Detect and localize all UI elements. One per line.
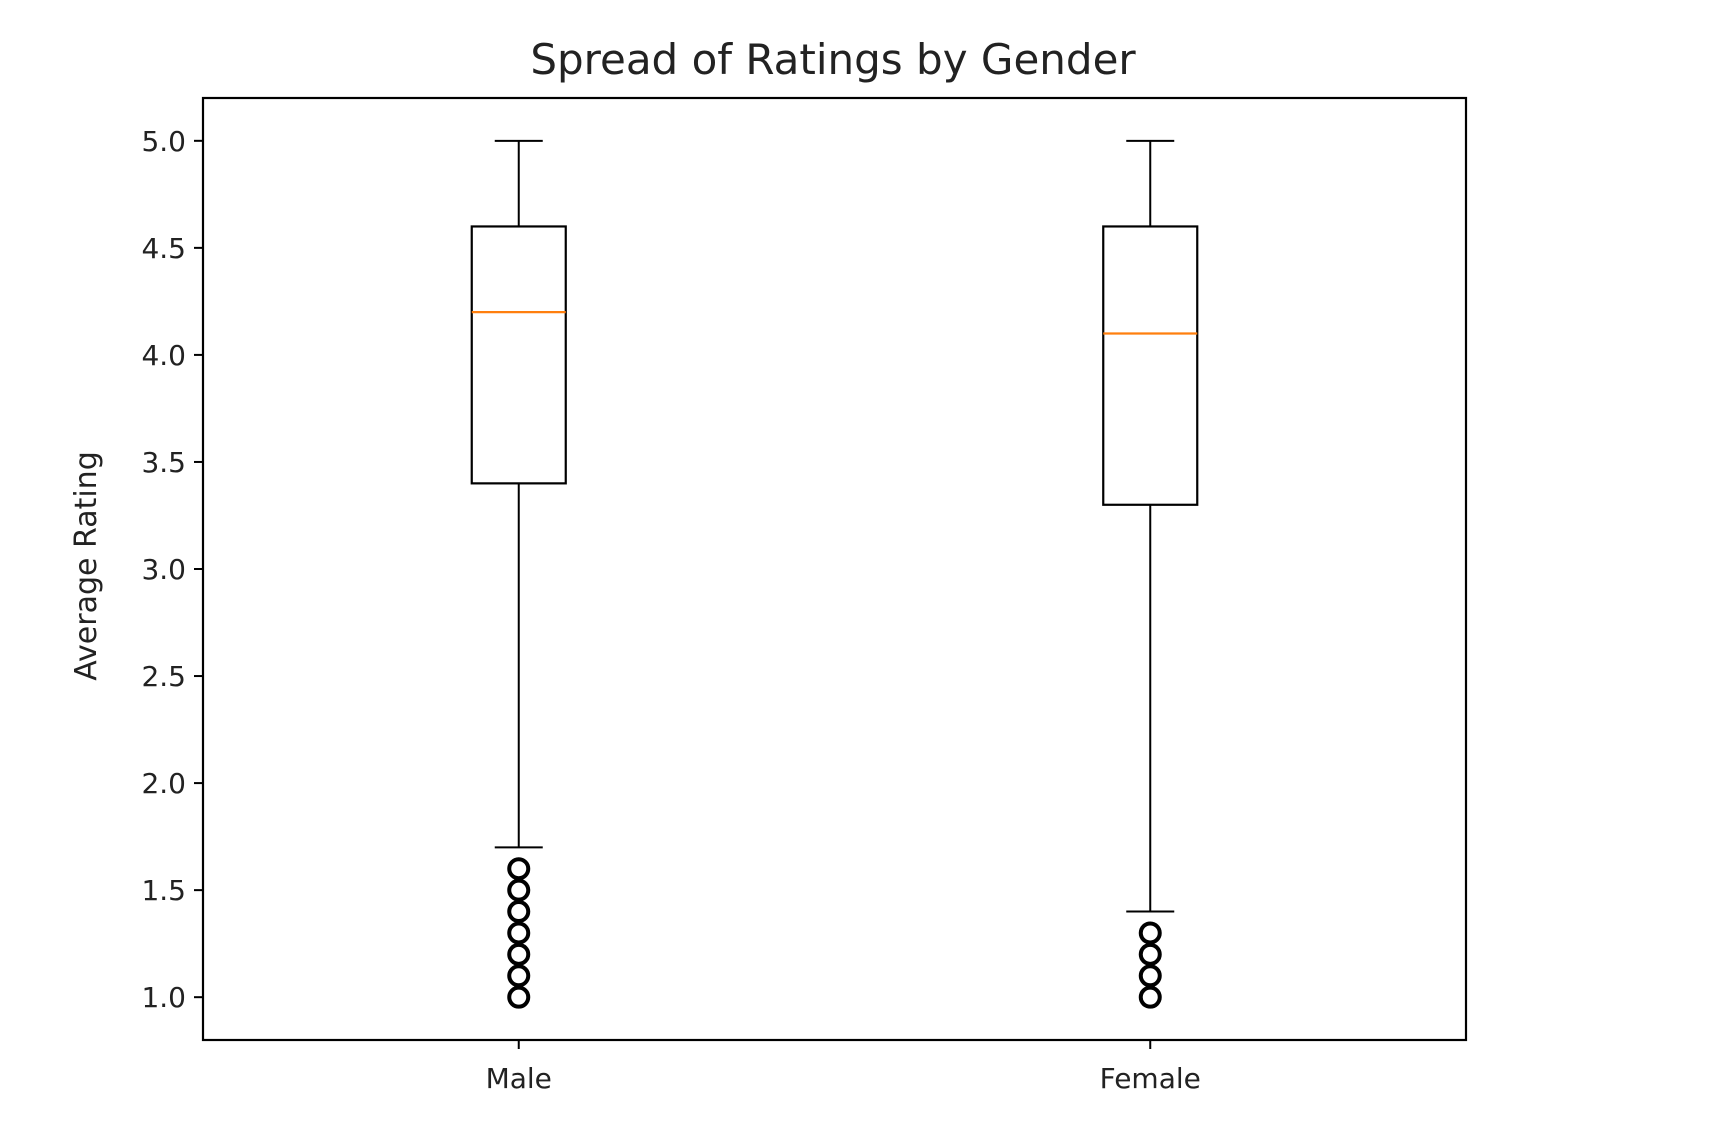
outlier-point (507, 857, 531, 881)
outlier-point (1138, 985, 1162, 1009)
box-group-male (470, 139, 567, 1009)
axes-frame (201, 96, 1468, 1042)
x-axis: Male Female (486, 1040, 1201, 1095)
y-axis-label: Average Rating (69, 451, 104, 680)
outlier-point (1138, 964, 1162, 988)
y-tick-label: 3.0 (141, 553, 186, 586)
y-tick-label: 1.5 (141, 874, 186, 907)
y-axis: 1.0 1.5 2.0 2.5 3.0 3.5 4.0 4.5 5.0 (141, 125, 203, 1014)
boxes-layer (470, 139, 1199, 1009)
outlier-point (1138, 942, 1162, 966)
y-tick-label: 3.5 (141, 446, 186, 479)
x-tick-label: Female (1100, 1062, 1201, 1095)
y-tick-label: 2.0 (141, 767, 186, 800)
y-tick-label: 4.5 (141, 232, 186, 265)
outlier-point (507, 985, 531, 1009)
outlier-point (507, 964, 531, 988)
iqr-box (1102, 225, 1199, 506)
y-tick-label: 2.5 (141, 660, 186, 693)
iqr-box (470, 225, 567, 485)
box-group-female (1102, 139, 1199, 1009)
outlier-point (1138, 921, 1162, 945)
x-tick-label: Male (486, 1062, 552, 1095)
outlier-point (507, 942, 531, 966)
chart-title: Spread of Ratings by Gender (530, 35, 1136, 84)
y-tick-label: 4.0 (141, 339, 186, 372)
outlier-point (507, 900, 531, 924)
y-tick-label: 5.0 (141, 125, 186, 158)
outlier-point (507, 921, 531, 945)
outlier-point (507, 878, 531, 902)
y-tick-label: 1.0 (141, 981, 186, 1014)
